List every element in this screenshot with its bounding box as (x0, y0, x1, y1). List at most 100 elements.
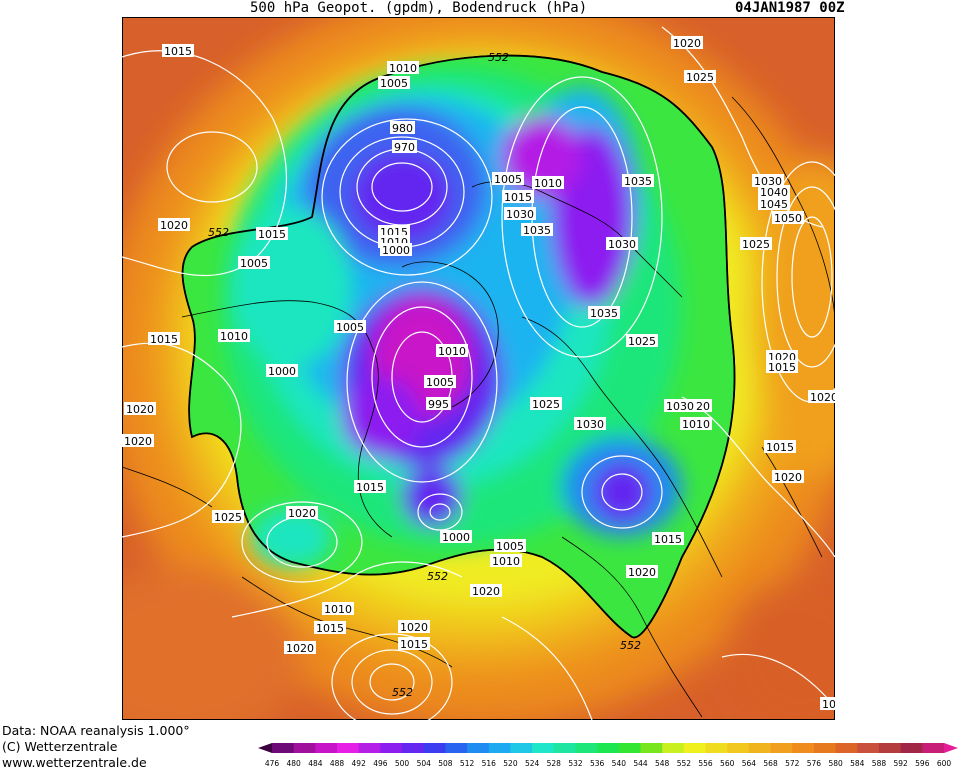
colorbar-cell (423, 743, 446, 753)
pressure-label: 1015 (148, 332, 180, 346)
colorbar-cell (293, 743, 316, 753)
pressure-label: 1015 (398, 637, 430, 651)
colorbar-cell (380, 743, 403, 753)
colorbar-tick-label: 520 (503, 759, 518, 768)
colorbar-tick-label: 492 (352, 759, 367, 768)
colorbar-tick-label: 588 (872, 759, 887, 768)
isobars (122, 26, 835, 720)
pressure-label: 1020 (671, 36, 703, 50)
pressure-label: 1015 (766, 360, 798, 374)
pressure-label: 1010 (218, 329, 250, 343)
svg-text:1000: 1000 (268, 365, 296, 378)
svg-text:1010: 1010 (324, 603, 352, 616)
pressure-label: 1020 (470, 584, 502, 598)
colorbar-tick-label: 572 (785, 759, 800, 768)
colorbar: 476 480 484 488 492 496 500 504 508 512 516 520 524 5… (258, 743, 958, 768)
colorbar-cell (835, 743, 858, 753)
pressure-label: 1020 (158, 218, 190, 232)
pressure-label: 1015 (820, 697, 835, 711)
colorbar-cell (748, 743, 772, 753)
pressure-label: 1045 (758, 197, 790, 211)
svg-text:1010: 1010 (438, 345, 466, 358)
colorbar-cell (770, 743, 793, 753)
pressure-label: 1020 (284, 641, 316, 655)
pressure-label: 1025 (212, 510, 244, 524)
svg-text:1020: 1020 (288, 507, 316, 520)
colorbar-tick-label: 512 (460, 759, 475, 768)
pressure-label: 1030 (606, 237, 638, 251)
svg-text:1025: 1025 (532, 398, 560, 411)
colorbar-tick-label: 568 (763, 759, 778, 768)
pressure-label: 1030 (504, 207, 536, 221)
svg-text:552: 552 (392, 686, 413, 699)
svg-text:1025: 1025 (628, 335, 656, 348)
colorbar-tick-label: 488 (330, 759, 345, 768)
pressure-label: 1000 (266, 364, 298, 378)
svg-text:1025: 1025 (742, 238, 770, 251)
svg-text:1010: 1010 (220, 330, 248, 343)
svg-text:1015: 1015 (768, 361, 796, 374)
svg-text:1000: 1000 (442, 531, 470, 544)
data-source-credit: Data: NOAA reanalysis 1.000° (2, 723, 190, 738)
svg-text:1050: 1050 (774, 212, 802, 225)
pressure-label: 1030 (574, 417, 606, 431)
svg-text:1020: 1020 (810, 391, 835, 404)
pressure-label: 1010 (680, 417, 712, 431)
colorbar-cell (683, 743, 707, 753)
colorbar-arrow-right (944, 743, 958, 753)
pressure-label: 1010 (322, 602, 354, 616)
svg-text:1020: 1020 (774, 471, 802, 484)
pressure-label: 1020 (122, 434, 154, 448)
colorbar-tick-label: 576 (807, 759, 822, 768)
colorbar-cell (792, 743, 815, 753)
pressure-label: 1035 (521, 223, 553, 237)
pressure-label: 1020 (808, 390, 835, 404)
pressure-label: 1005 (424, 375, 456, 389)
pressure-label: 1005 (238, 256, 270, 270)
pressure-label: 1005 (494, 539, 526, 553)
colorbar-tick-label: 556 (698, 759, 713, 768)
chart-date: 04JAN1987 00Z (735, 0, 845, 16)
svg-text:1005: 1005 (426, 376, 454, 389)
colorbar-cell (900, 743, 923, 753)
svg-text:1030: 1030 (576, 418, 604, 431)
colorbar-cell (272, 743, 295, 753)
pressure-label: 1005 (492, 172, 524, 186)
colorbar-tick-label: 580 (828, 759, 843, 768)
svg-text:1015: 1015 (164, 45, 192, 58)
pressure-label: 1035 (622, 174, 654, 188)
weather-map: 552 552 552 552 552 10151010100598097010… (122, 17, 835, 720)
pressure-label: 1015 (764, 440, 796, 454)
colorbar-tick-label: 564 (742, 759, 757, 768)
colorbar-tick-label: 496 (373, 759, 388, 768)
svg-text:1015: 1015 (504, 191, 532, 204)
pressure-label: 1025 (530, 397, 562, 411)
svg-text:1010: 1010 (682, 418, 710, 431)
pressure-label: 1035 (588, 306, 620, 320)
svg-text:980: 980 (392, 122, 413, 135)
svg-text:1010: 1010 (492, 555, 520, 568)
svg-text:1020: 1020 (286, 642, 314, 655)
pressure-label: 1025 (626, 334, 658, 348)
svg-text:1020: 1020 (160, 219, 188, 232)
svg-text:1020: 1020 (472, 585, 500, 598)
colorbar-cell (727, 743, 750, 753)
pressure-label: 1015 (314, 621, 346, 635)
colorbar-tick-label: 560 (720, 759, 735, 768)
colorbar-cell (315, 743, 338, 753)
colorbar-tick-label: 540 (612, 759, 627, 768)
svg-text:1030: 1030 (608, 238, 636, 251)
svg-text:1005: 1005 (496, 540, 524, 553)
pressure-label: 1025 (740, 237, 772, 251)
colorbar-tick-label: 596 (915, 759, 930, 768)
colorbar-cell (402, 743, 425, 753)
colorbar-cell (337, 743, 360, 753)
colorbar-cell (618, 743, 642, 753)
colorbar-arrow-left (258, 743, 272, 753)
colorbar-cell (705, 743, 728, 753)
svg-text:1030: 1030 (754, 175, 782, 188)
colorbar-cell (553, 743, 576, 753)
colorbar-cell (597, 743, 620, 753)
pressure-label: 1010 (490, 554, 522, 568)
pressure-label: 1010 (532, 176, 564, 190)
